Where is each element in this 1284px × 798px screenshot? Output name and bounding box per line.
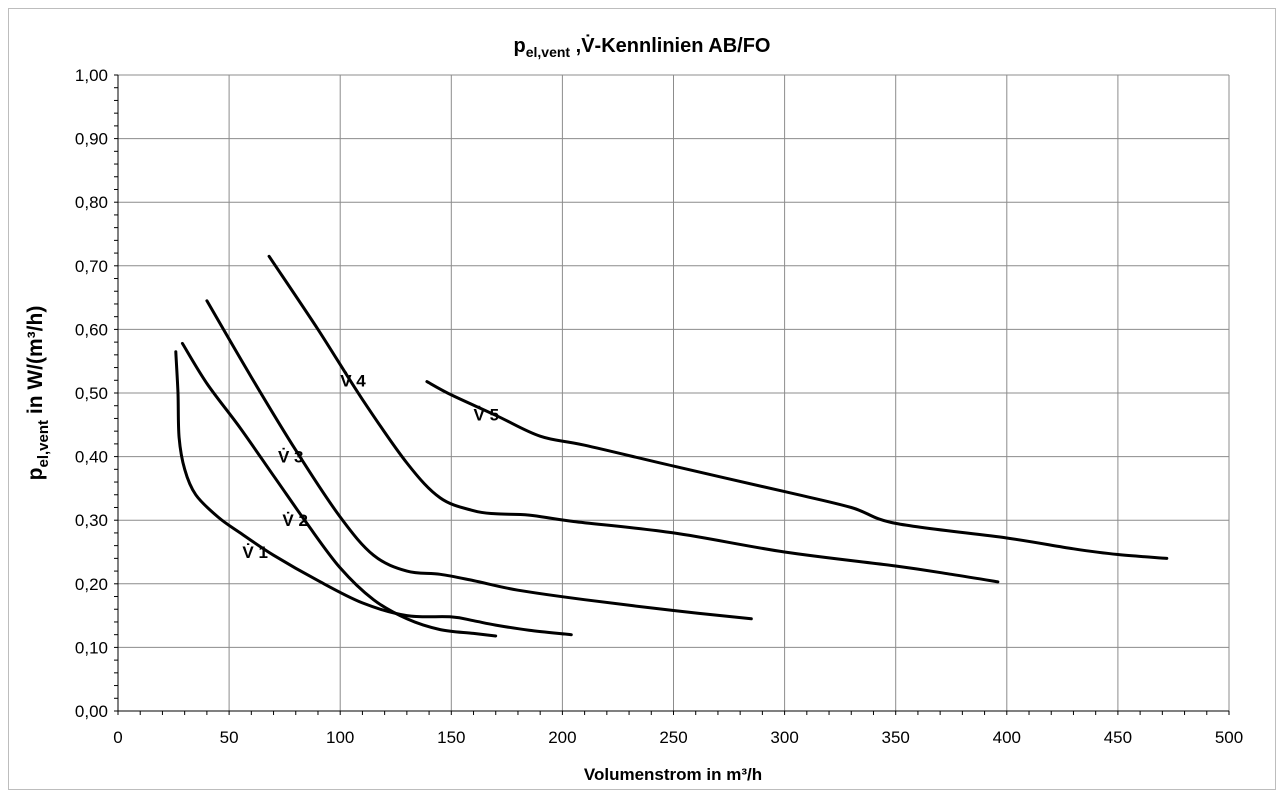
y-tick-label: 0,50 — [75, 384, 108, 403]
y-tick-label: 0,80 — [75, 193, 108, 212]
y-tick-label: 0,70 — [75, 257, 108, 276]
x-tick-label: 50 — [220, 728, 239, 747]
y-axis-title: pel,vent in W/(m³/h) — [24, 306, 52, 481]
series-label-v3: V̇ 3 — [278, 448, 304, 467]
series-line-v1 — [174, 350, 573, 637]
y-tick-label: 0,00 — [75, 702, 108, 721]
series-line-v5 — [425, 380, 1169, 560]
series-label-v2: V̇ 2 — [282, 511, 308, 530]
x-tick-label: 200 — [548, 728, 576, 747]
series-line-v2 — [180, 341, 498, 638]
curve-labels: V̇ 1 V̇ 2 V̇ 3 V̇ 4 V̇ 5 — [242, 371, 499, 562]
x-tick-label: 450 — [1104, 728, 1132, 747]
x-tick-label: 0 — [113, 728, 122, 747]
series-line-v3 — [205, 299, 753, 621]
y-tick-label: 1,00 — [75, 66, 108, 85]
series-line-v4 — [267, 254, 1000, 584]
series-group — [174, 254, 1169, 638]
series-label-v1: V̇ 1 — [242, 543, 268, 562]
y-tick-label: 0,60 — [75, 320, 108, 339]
grid — [118, 74, 1230, 711]
x-tick-label: 150 — [437, 728, 465, 747]
axes: 0,00 0,10 0,20 0,30 0,40 0,50 0,60 0,70 0,80 0,90… — [75, 66, 1243, 747]
x-tick-label: 500 — [1215, 728, 1243, 747]
x-tick-label: 300 — [770, 728, 798, 747]
x-tick-label: 400 — [993, 728, 1021, 747]
y-tick-label: 0,30 — [75, 511, 108, 530]
x-axis-title: Volumenstrom in m³/h — [584, 765, 762, 784]
x-tick-label: 100 — [326, 728, 354, 747]
y-tick-label: 0,90 — [75, 130, 108, 149]
chart-title: pel,vent ,V̇-Kennlinien AB/FO — [514, 33, 771, 60]
series-label-v5: V̇ 5 — [474, 406, 500, 425]
y-tick-label: 0,20 — [75, 575, 108, 594]
x-tick-label: 250 — [659, 728, 687, 747]
x-tick-label: 350 — [882, 728, 910, 747]
y-tick-label: 0,40 — [75, 448, 108, 467]
y-tick-label: 0,10 — [75, 638, 108, 657]
series-label-v4: V̇ 4 — [340, 371, 366, 390]
